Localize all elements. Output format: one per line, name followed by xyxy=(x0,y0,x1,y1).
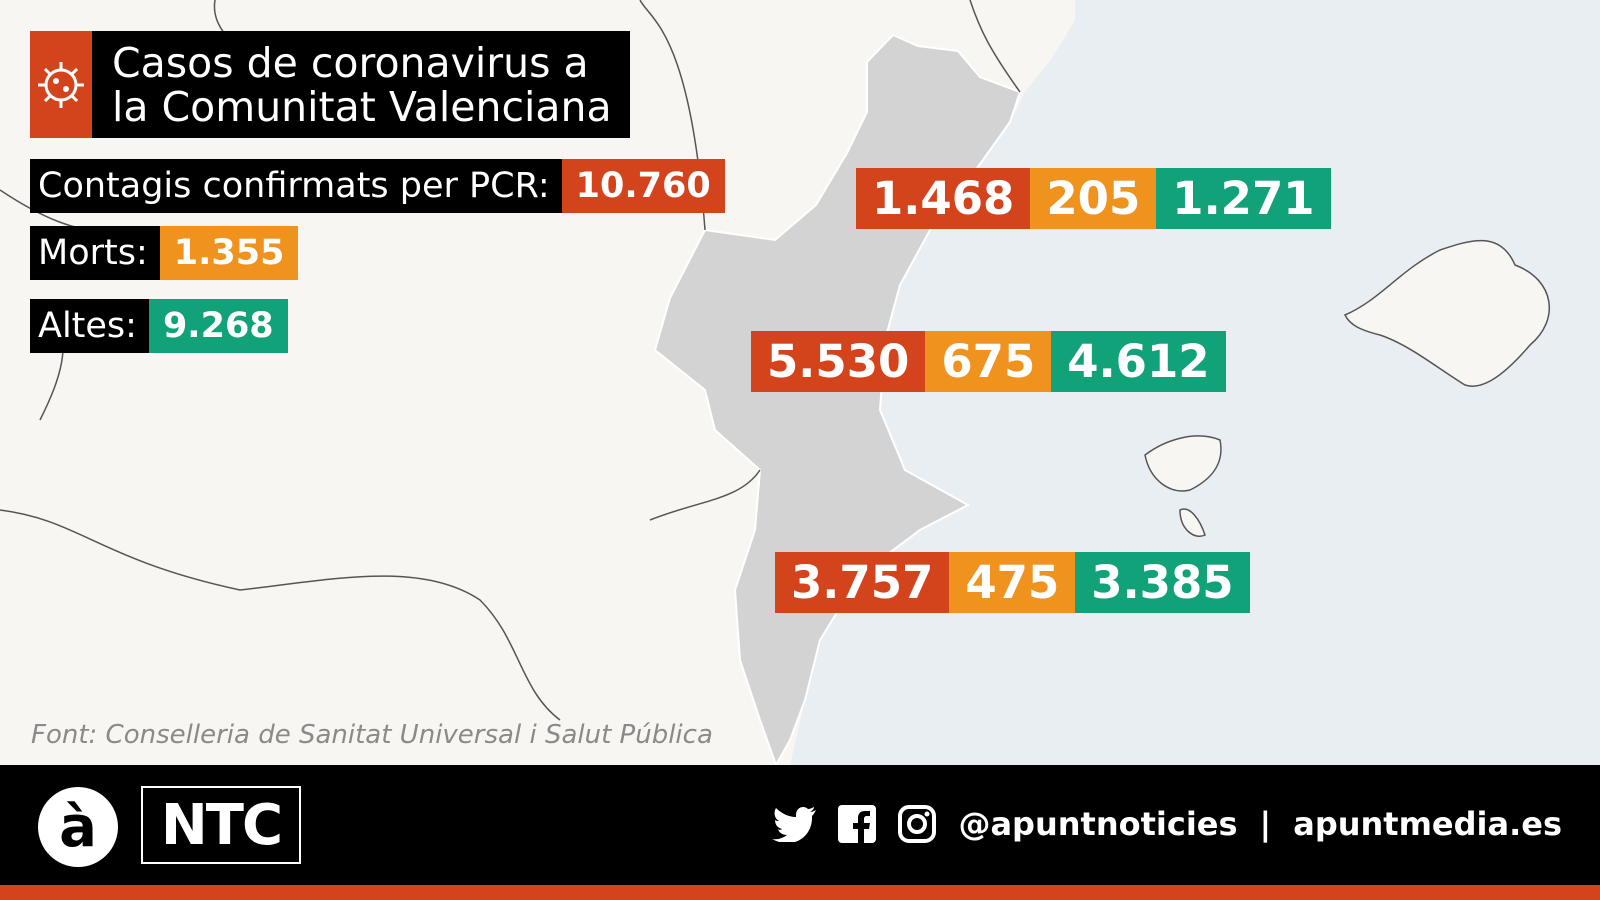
title-box: Casos de coronavirus a la Comunitat Vale… xyxy=(30,31,630,138)
brand[interactable]: NTC xyxy=(141,786,301,864)
virus-glyph xyxy=(38,61,84,108)
summary-label: Altes: xyxy=(30,299,149,353)
logo[interactable]: à xyxy=(38,787,118,867)
summary-label: Morts: xyxy=(30,226,160,280)
province-cases: 5.530 xyxy=(751,331,926,392)
province-deaths: 675 xyxy=(925,331,1052,392)
title-line: la Comunitat Valenciana xyxy=(112,82,612,131)
province-row: 5.530 675 4.612 xyxy=(751,331,1226,392)
summary-value: 1.355 xyxy=(159,226,299,280)
summary-row: Altes: 9.268 xyxy=(30,299,288,353)
province-recovered: 1.271 xyxy=(1156,168,1331,229)
summary-label: Contagis confirmats per PCR: xyxy=(30,159,562,213)
province-row: 3.757 475 3.385 xyxy=(775,552,1250,613)
source: Font: Conselleria de Sanitat Universal i… xyxy=(31,720,713,750)
summary-row: Morts: 1.355 xyxy=(30,226,299,280)
social: @apuntnoticies | apuntmedia.es xyxy=(772,789,1562,859)
province-recovered: 4.612 xyxy=(1051,331,1226,392)
separator: | xyxy=(1259,805,1272,843)
handle[interactable]: @apuntnoticies xyxy=(958,805,1238,843)
footer: à NTC @apuntnoticies | apuntmedia.es xyxy=(0,765,1600,885)
website[interactable]: apuntmedia.es xyxy=(1293,805,1562,843)
title-text: Casos de coronavirus a la Comunitat Vale… xyxy=(92,31,630,138)
province-deaths: 475 xyxy=(949,552,1076,613)
province-row: 1.468 205 1.271 xyxy=(856,168,1331,229)
province-cases: 1.468 xyxy=(856,168,1031,229)
title-line: Casos de coronavirus a xyxy=(112,38,589,87)
summary-value: 10.760 xyxy=(561,159,725,213)
twitter-icon[interactable] xyxy=(772,806,817,842)
province-deaths: 205 xyxy=(1030,168,1157,229)
summary-row: Contagis confirmats per PCR: 10.760 xyxy=(30,159,725,213)
instagram-icon[interactable] xyxy=(898,805,937,843)
footer-strip xyxy=(0,885,1600,900)
province-recovered: 3.385 xyxy=(1075,552,1250,613)
province-cases: 3.757 xyxy=(775,552,950,613)
virus-icon xyxy=(30,31,92,138)
facebook-icon[interactable] xyxy=(838,805,877,843)
summary-value: 9.268 xyxy=(148,299,288,353)
islands xyxy=(1144,239,1551,537)
